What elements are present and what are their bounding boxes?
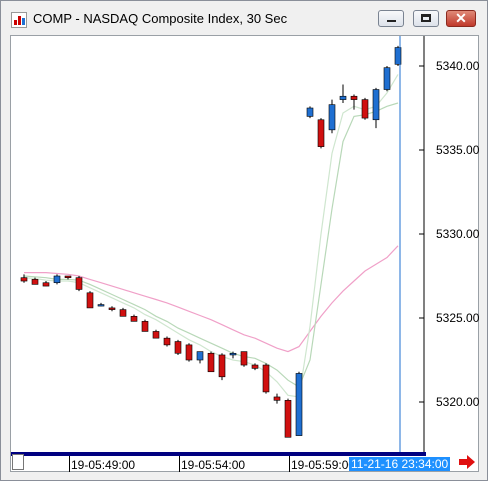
candle[interactable] <box>185 343 193 362</box>
candle[interactable] <box>284 398 292 438</box>
candle[interactable] <box>75 276 83 292</box>
candle[interactable] <box>218 353 226 381</box>
chart-app-icon[interactable] <box>11 12 27 28</box>
title-bar[interactable]: COMP - NASDAQ Composite Index, 30 Sec ✕ <box>1 1 487 35</box>
candle[interactable] <box>273 393 281 404</box>
candle[interactable] <box>53 274 61 285</box>
candle[interactable] <box>383 66 391 92</box>
candle[interactable] <box>339 84 347 103</box>
y-tick-label: 5330.00 <box>436 227 480 241</box>
candle[interactable] <box>372 87 380 129</box>
scroll-left-box[interactable] <box>12 454 24 470</box>
candle[interactable] <box>207 351 215 373</box>
time-tick-mark <box>289 456 290 472</box>
y-tick-label: 5325.00 <box>436 311 480 325</box>
price-plot[interactable] <box>11 36 478 452</box>
close-icon: ✕ <box>455 10 467 26</box>
close-button[interactable]: ✕ <box>446 10 476 27</box>
time-tick-mark <box>69 456 70 472</box>
candle[interactable] <box>119 307 127 317</box>
y-tick-label: 5320.00 <box>436 395 480 409</box>
candle[interactable] <box>394 45 402 66</box>
y-tick-label: 5335.00 <box>436 143 480 157</box>
cursor-time-label: 11-21-16 23:34:00 <box>349 457 451 471</box>
candle[interactable] <box>350 94 358 110</box>
candle[interactable] <box>141 319 149 332</box>
moving-average-mid <box>23 102 399 388</box>
moving-average-fast <box>23 74 399 398</box>
time-scrollbar[interactable] <box>11 452 426 456</box>
x-tick-label: 19-05:49:00 <box>71 458 136 472</box>
candle[interactable] <box>20 274 28 283</box>
candle[interactable] <box>262 363 270 394</box>
candle[interactable] <box>306 106 314 119</box>
maximize-button[interactable] <box>413 10 439 27</box>
candle[interactable] <box>163 336 171 347</box>
candle[interactable] <box>152 329 160 339</box>
y-tick-label: 5340.00 <box>436 59 480 73</box>
x-tick-label: 19-05:59:00 <box>291 458 356 472</box>
candle[interactable] <box>64 275 72 280</box>
chart-area[interactable]: 5340.00 5335.00 5330.00 5325.00 5320.00 … <box>10 35 479 472</box>
candle[interactable] <box>295 371 303 436</box>
time-tick-mark <box>179 456 180 472</box>
candle[interactable] <box>174 339 182 355</box>
candle[interactable] <box>130 314 138 322</box>
window-title: COMP - NASDAQ Composite Index, 30 Sec <box>33 11 288 26</box>
candle[interactable] <box>97 302 105 307</box>
candle[interactable] <box>229 351 237 359</box>
moving-average-slow <box>24 245 399 353</box>
x-tick-label: 19-05:54:00 <box>181 458 246 472</box>
minimize-icon <box>387 20 396 22</box>
candle[interactable] <box>251 363 259 371</box>
candle[interactable] <box>86 291 94 309</box>
minimize-button[interactable] <box>378 10 404 27</box>
candle[interactable] <box>42 281 50 287</box>
candle[interactable] <box>31 277 39 285</box>
candle[interactable] <box>196 351 204 364</box>
candle[interactable] <box>317 118 325 149</box>
scroll-right-arrow-icon[interactable] <box>459 455 475 469</box>
candle[interactable] <box>328 99 336 134</box>
candle[interactable] <box>240 351 248 367</box>
maximize-icon <box>421 14 431 22</box>
candle[interactable] <box>361 97 369 120</box>
candle[interactable] <box>108 306 116 312</box>
